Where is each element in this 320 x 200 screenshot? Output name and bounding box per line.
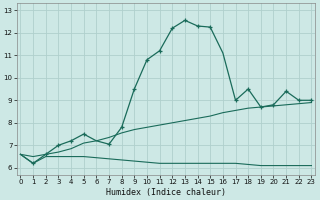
X-axis label: Humidex (Indice chaleur): Humidex (Indice chaleur) xyxy=(106,188,226,197)
